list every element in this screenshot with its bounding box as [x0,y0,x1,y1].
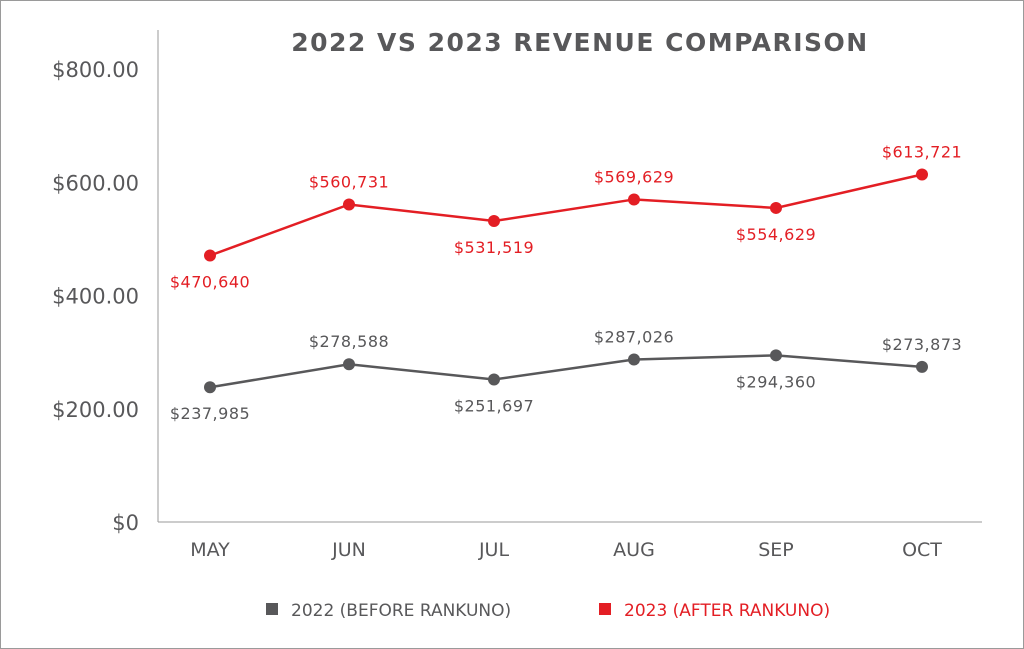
data-point [343,198,355,211]
data-label: $237,985 [170,404,250,423]
data-point [628,193,640,206]
x-tick-label: JUN [331,539,366,561]
legend-label: 2023 (AFTER RANKUNO) [624,601,830,621]
x-tick-label: SEP [758,539,794,561]
data-point [770,201,782,214]
x-tick-label: OCT [902,539,942,561]
series-2023: $470,640 $560,731 $531,519 $569,629 $554,629… [170,142,962,291]
data-label: $273,873 [882,335,962,354]
y-tick-label: $600.00 [52,171,139,195]
data-label: $613,721 [882,142,962,161]
data-point [488,215,500,228]
series-line [209,173,923,257]
data-label: $251,697 [454,396,534,415]
x-tick-label: AUG [613,539,655,561]
data-label: $554,629 [736,225,816,244]
data-point [628,353,640,366]
x-tick-label: JUL [478,539,510,561]
series-line [209,354,923,389]
y-tick-label: $0 [112,511,139,535]
data-label: $470,640 [170,273,250,292]
y-tick-label: $800.00 [52,58,139,82]
data-label: $294,360 [736,372,816,391]
data-label: $278,588 [309,332,389,351]
series-2022: $237,985 $278,588 $251,697 $287,026 $294,360… [170,327,962,423]
data-point [770,349,782,362]
chart-title: 2022 VS 2023 REVENUE COMPARISON [291,28,868,57]
data-point [916,168,928,181]
data-label: $531,519 [454,238,534,257]
x-tick-label: MAY [190,539,230,561]
data-point [343,358,355,371]
data-point [204,381,216,394]
data-label: $569,629 [594,167,674,186]
data-label: $560,731 [309,172,389,191]
legend-swatch [599,603,611,615]
data-point [488,373,500,386]
data-label: $287,026 [594,327,674,346]
legend-label: 2022 (BEFORE RANKUNO) [291,601,511,621]
data-point [916,360,928,373]
y-tick-label: $200.00 [52,398,139,422]
data-point [204,249,216,262]
y-tick-label: $400.00 [52,285,139,309]
legend-swatch [266,603,278,615]
